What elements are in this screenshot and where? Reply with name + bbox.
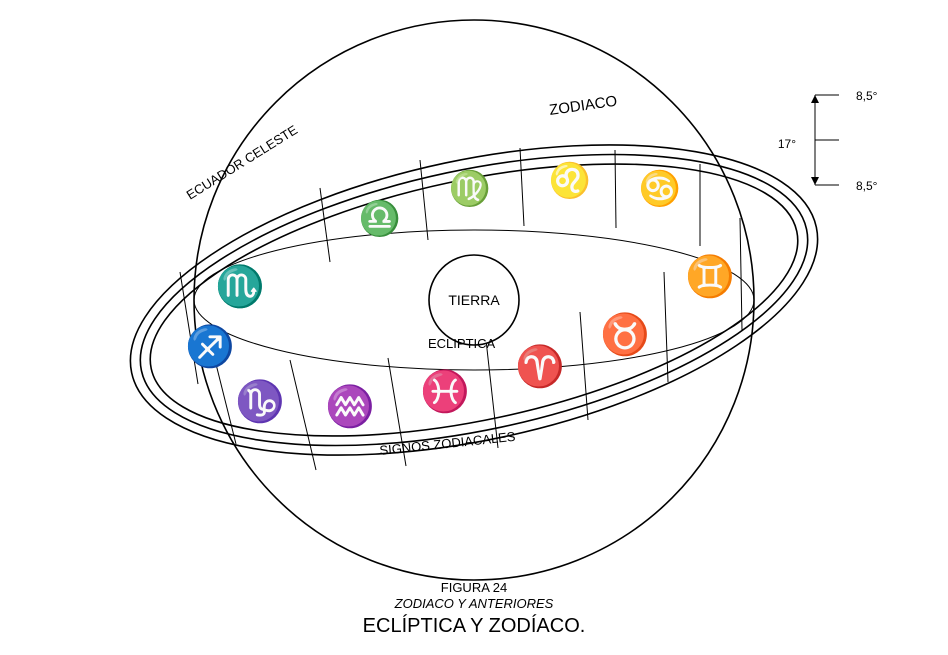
dim-top-label: 8,5° [856, 89, 878, 103]
ecliptica-label-group: ECLIPTICA [428, 336, 496, 351]
sign-gemini-icon: ♊ [685, 253, 735, 299]
figura-text: FIGURA 24 [441, 580, 507, 595]
sign-pisces-icon: ♓ [420, 368, 470, 414]
sign-aquarius-icon: ♒ [325, 383, 375, 429]
sign-libra-icon: ♎ [359, 199, 401, 238]
sign-taurus-icon: ♉ [600, 311, 650, 357]
title-text: ECLÍPTICA Y ZODÍACO. [363, 614, 586, 637]
sign-aries-icon: ♈ [515, 343, 565, 389]
sign-leo-icon: ♌ [549, 161, 591, 200]
dim-mid-label: 17° [778, 137, 796, 151]
sign-cancer-icon: ♋ [639, 169, 681, 208]
sign-capricorn-icon: ♑ [235, 378, 285, 424]
dim-bot-label: 8,5° [856, 179, 878, 193]
sign-scorpio-icon: ♏ [215, 263, 265, 309]
earth-label: TIERRA [448, 292, 500, 308]
sign-sagittarius-icon: ♐ [185, 323, 235, 369]
subtitle-text: ZODIACO Y ANTERIORES [394, 596, 554, 611]
ecliptica-label: ECLIPTICA [428, 336, 496, 351]
sign-virgo-icon: ♍ [449, 169, 491, 208]
